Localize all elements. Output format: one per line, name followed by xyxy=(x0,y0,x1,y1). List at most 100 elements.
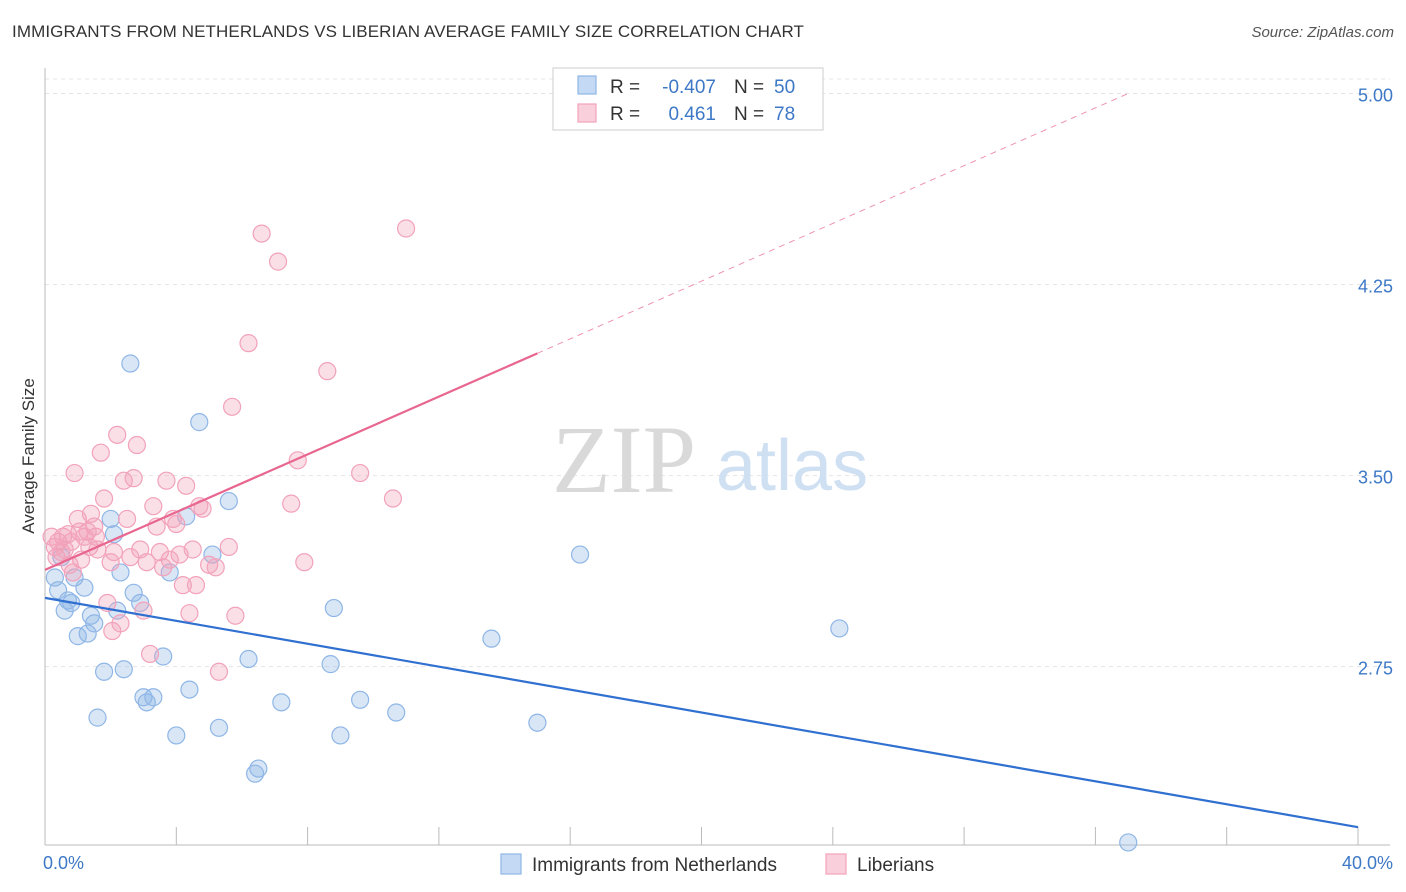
y-tick-label: 5.00 xyxy=(1358,85,1393,105)
scatter-point xyxy=(167,514,186,534)
legend-swatch-liberians xyxy=(577,103,597,123)
y-tick-label: 4.25 xyxy=(1358,277,1393,297)
x-tick-label: 40.0% xyxy=(1342,853,1393,873)
scatter-point xyxy=(351,463,370,483)
chart-title: IMMIGRANTS FROM NETHERLANDS VS LIBERIAN … xyxy=(12,22,805,41)
scatter-point xyxy=(78,624,97,643)
scatter-point xyxy=(124,469,143,488)
scatter-point xyxy=(117,509,137,529)
x-tick-label: 0.0% xyxy=(43,853,84,873)
y-tick-label: 3.50 xyxy=(1358,468,1393,488)
scatter-point xyxy=(239,334,258,353)
x-tick-labels: 0.0% 40.0% xyxy=(43,853,1393,873)
scatter-point xyxy=(206,558,225,577)
scatter-point xyxy=(177,476,196,495)
scatter-point xyxy=(321,655,340,674)
scatter-point xyxy=(282,494,301,513)
scatter-point xyxy=(570,545,590,564)
scatter-point xyxy=(108,425,127,444)
scatter-point xyxy=(160,550,179,569)
legend: R = -0.407 N = 50 R = 0.461 N = 78 xyxy=(552,67,824,131)
scatter-point xyxy=(272,693,291,712)
scatter-point xyxy=(121,548,140,567)
scatter-point xyxy=(351,690,370,709)
watermark-atlas: atlas xyxy=(716,426,868,506)
scatter-point xyxy=(219,537,238,557)
y-tick-labels: 2.75 3.50 4.25 5.00 xyxy=(1358,85,1393,678)
scatter-point xyxy=(324,598,343,618)
scatter-point xyxy=(331,726,350,745)
bottom-legend: Immigrants from Netherlands Liberians xyxy=(500,853,934,876)
scatter-point xyxy=(150,542,169,562)
scatter-point xyxy=(209,662,229,681)
bottom-legend-label-liberians: Liberians xyxy=(857,855,934,876)
scatter-point xyxy=(124,583,143,602)
legend-r-label-1: R = xyxy=(610,77,640,98)
scatter-point xyxy=(75,578,94,597)
scatter-point xyxy=(252,224,271,243)
axes xyxy=(44,68,1390,846)
scatter-point xyxy=(94,662,114,681)
scatter-point xyxy=(173,576,192,595)
scatter-point xyxy=(245,764,265,783)
scatter-point xyxy=(144,688,163,707)
scatter-point xyxy=(157,471,176,490)
trend-line-extension xyxy=(537,93,1129,354)
scatter-point xyxy=(209,718,229,737)
bottom-legend-label-netherlands: Immigrants from Netherlands xyxy=(532,855,777,876)
scatter-point xyxy=(104,542,124,562)
scatter-point xyxy=(121,354,140,373)
legend-r-label-2: R = xyxy=(610,104,640,125)
scatter-point xyxy=(223,397,242,416)
scatter-point xyxy=(482,629,501,648)
y-axis-label: Average Family Size xyxy=(19,378,38,534)
data-points xyxy=(42,219,1138,852)
trend-line xyxy=(44,352,538,571)
legend-frame xyxy=(552,67,824,131)
scatter-point xyxy=(383,489,403,508)
scatter-point xyxy=(295,553,314,572)
scatter-point xyxy=(127,435,147,455)
scatter-point xyxy=(318,362,337,381)
scatter-point xyxy=(268,252,288,271)
legend-n-label-1: N = xyxy=(734,77,764,98)
scatter-point xyxy=(114,660,133,679)
scatter-point xyxy=(528,713,547,732)
watermark: ZIP atlas xyxy=(552,406,868,513)
scatter-point xyxy=(226,606,245,625)
scatter-point xyxy=(387,703,406,722)
scatter-point xyxy=(134,688,153,707)
bottom-legend-swatch-liberians xyxy=(825,853,847,875)
legend-r-value-1: -0.407 xyxy=(662,77,716,98)
scatter-point xyxy=(190,413,209,432)
scatter-point xyxy=(101,553,120,572)
scatter-point xyxy=(85,614,104,633)
scatter-point xyxy=(101,509,120,529)
scatter-point xyxy=(249,759,268,778)
scatter-point xyxy=(186,576,206,595)
scatter-point xyxy=(239,649,258,669)
scatter-point xyxy=(94,489,114,508)
scatter-point xyxy=(830,619,849,638)
scatter-point xyxy=(65,463,84,483)
scatter-point xyxy=(137,553,156,572)
scatter-point xyxy=(396,219,416,238)
legend-n-label-2: N = xyxy=(734,104,764,125)
scatter-point xyxy=(180,680,199,699)
scatter-point xyxy=(144,497,163,516)
bottom-legend-swatch-netherlands xyxy=(500,853,522,875)
legend-r-value-2: 0.461 xyxy=(668,104,716,125)
trend-lines xyxy=(44,93,1359,829)
scatter-point xyxy=(183,540,202,559)
scatter-point xyxy=(49,532,68,551)
legend-swatch-netherlands xyxy=(577,75,597,95)
scatter-point xyxy=(63,563,83,582)
scatter-point xyxy=(91,443,110,462)
y-tick-label: 2.75 xyxy=(1358,659,1393,679)
scatter-point xyxy=(140,644,160,664)
scatter-point xyxy=(180,604,199,623)
grid-lines xyxy=(45,78,1390,668)
scatter-point xyxy=(1119,833,1138,852)
chart-source: Source: ZipAtlas.com xyxy=(1251,24,1394,41)
